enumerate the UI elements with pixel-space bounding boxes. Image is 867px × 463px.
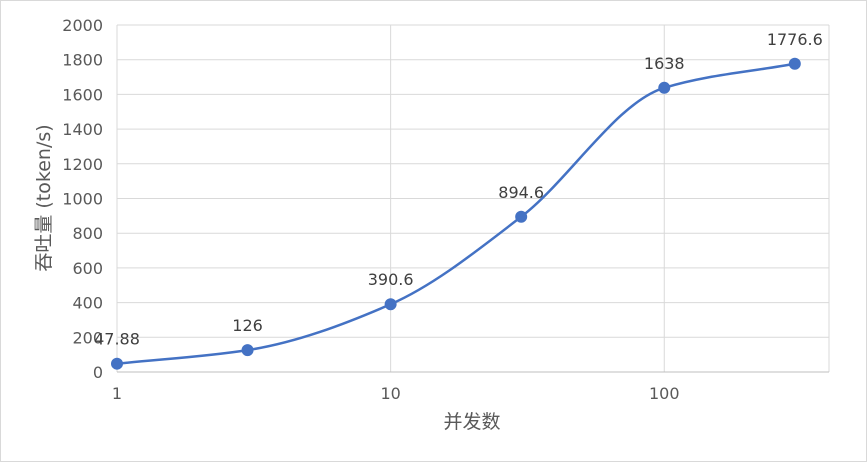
y-tick-label: 200 [72,328,103,347]
y-axis-ticks: 0 200 400 600 800 1000 1200 1400 1600 1800 2000 [62,16,103,382]
x-axis-title: 并发数 [443,411,500,433]
data-point [241,344,254,357]
y-tick-label: 2000 [62,16,103,35]
y-tick-label: 0 [93,363,103,382]
data-label: 47.88 [94,330,140,349]
y-tick-label: 1000 [62,190,103,209]
y-tick-label: 600 [72,259,103,278]
x-axis-ticks: 1 10 100 [112,384,680,403]
series-layer [111,57,801,370]
data-label: 894.6 [498,183,544,202]
gridlines [116,24,830,373]
data-labels: 47.88 126 390.6 894.6 1638 1776.6 [94,30,823,349]
x-tick-label: 100 [649,384,680,403]
y-tick-label: 1800 [62,51,103,70]
y-tick-label: 1400 [62,120,103,139]
data-label: 390.6 [368,270,414,289]
y-tick-label: 800 [72,224,103,243]
data-label: 1776.6 [767,30,823,49]
data-point [515,210,528,223]
x-tick-label: 10 [380,384,400,403]
y-tick-label: 1200 [62,155,103,174]
y-tick-label: 1600 [62,85,103,104]
series-line [116,62,796,365]
y-tick-label: 400 [72,294,103,313]
x-tick-label: 1 [112,384,122,403]
data-label: 126 [232,316,263,335]
data-point [384,298,397,311]
data-point [658,81,671,94]
data-point [111,357,123,370]
y-axis-title: 吞吐量 (token/s) [33,124,55,271]
data-point [788,57,801,70]
data-label: 1638 [644,54,685,73]
